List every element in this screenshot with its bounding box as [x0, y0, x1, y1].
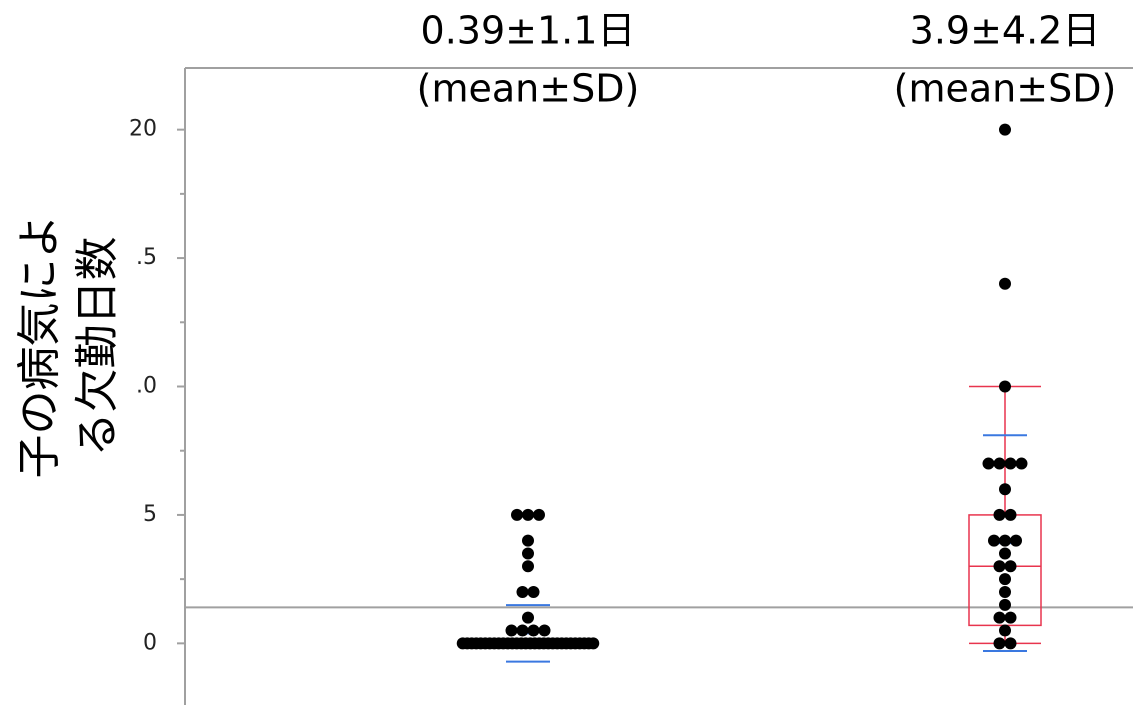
data-point	[999, 534, 1011, 547]
data-point	[993, 457, 1006, 470]
y-tick-label: .0	[136, 374, 157, 399]
y-tick-label: 5	[143, 502, 157, 527]
data-point	[522, 611, 534, 624]
data-point	[999, 483, 1011, 496]
data-point	[522, 547, 534, 560]
data-point	[988, 534, 1000, 547]
data-point	[999, 573, 1011, 586]
data-point	[1004, 508, 1017, 521]
data-point	[527, 624, 540, 637]
data-point	[982, 457, 995, 470]
data-point	[1004, 560, 1017, 573]
data-point	[999, 598, 1011, 611]
data-point	[999, 547, 1011, 560]
data-point	[993, 560, 1006, 573]
y-tick-label: 20	[129, 117, 157, 142]
data-point	[1004, 611, 1017, 624]
data-point	[993, 508, 1006, 521]
group-annotation: (mean±SD)	[417, 67, 640, 111]
y-tick-label: .5	[136, 245, 157, 270]
group-annotation: 0.39±1.1日	[421, 9, 636, 53]
data-point	[522, 560, 534, 573]
data-point	[587, 637, 600, 650]
data-point	[505, 624, 518, 637]
data-point	[999, 624, 1011, 637]
data-point	[1010, 534, 1022, 547]
data-point	[1004, 637, 1017, 650]
data-point	[1004, 457, 1017, 470]
data-point	[522, 534, 534, 547]
data-point	[1015, 457, 1028, 470]
data-point	[993, 637, 1006, 650]
data-point	[538, 624, 551, 637]
y-axis-label: 子の病気によ	[14, 215, 65, 479]
data-point	[993, 611, 1006, 624]
data-point	[999, 123, 1011, 136]
data-point	[522, 508, 534, 521]
y-axis-label: る欠勤日数	[72, 237, 123, 457]
data-point	[511, 508, 523, 521]
data-point	[533, 508, 545, 521]
group-annotation: (mean±SD)	[894, 67, 1117, 111]
data-point	[516, 624, 529, 637]
data-point	[999, 380, 1011, 393]
y-tick-label: 0	[143, 630, 157, 655]
data-point	[999, 277, 1011, 290]
group-annotation: 3.9±4.2日	[910, 9, 1101, 53]
data-point	[999, 585, 1011, 598]
data-point	[527, 585, 540, 598]
data-point	[516, 585, 529, 598]
